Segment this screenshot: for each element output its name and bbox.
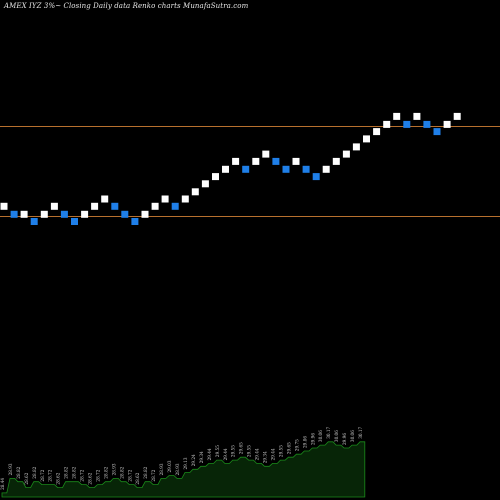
volume-label: 29.55 [231, 445, 236, 457]
volume-label: 29.55 [278, 445, 283, 457]
renko-brick-down [10, 210, 18, 218]
renko-brick-up [40, 210, 48, 218]
renko-brick-up [383, 120, 391, 128]
renko-brick-down [30, 218, 38, 225]
volume-label: 28.82 [119, 466, 124, 478]
renko-brick-down [403, 120, 411, 128]
renko-brick-up [413, 112, 421, 120]
renko-brick-down [71, 218, 78, 225]
volume-label: 28.62 [56, 472, 61, 484]
renko-brick-up [50, 202, 58, 210]
volume-label: 30.06 [318, 430, 323, 442]
volume-label: 28.72 [40, 469, 45, 481]
volume-label: 29.65 [286, 442, 291, 454]
renko-brick-up [212, 173, 219, 181]
renko-brick-up [393, 112, 401, 120]
renko-brick-up [373, 128, 381, 136]
renko-brick-down [272, 157, 280, 165]
volume-label: 29.65 [239, 442, 244, 454]
chart-title: AMEX IYZ 3%~ Closing Daily data Renko ch… [4, 2, 249, 10]
renko-brick-down [131, 218, 139, 225]
renko-brick-down [433, 128, 441, 136]
renko-brick-down [312, 173, 320, 181]
renko-brick-up [262, 150, 270, 158]
volume-label: 28.72 [80, 469, 85, 481]
renko-brick-up [141, 210, 149, 218]
volume-label: 29.55 [215, 445, 220, 457]
volume-label: 28.72 [96, 469, 101, 481]
volume-label: 28.72 [127, 469, 132, 481]
volume-label: 28.72 [151, 469, 156, 481]
volume-label: 29.44 [207, 448, 212, 460]
renko-brick-up [81, 210, 89, 218]
volume-label: 28.62 [135, 472, 140, 484]
volume-label: 30.17 [358, 426, 363, 438]
renko-brick-down [282, 165, 290, 173]
renko-brick-up [342, 150, 350, 158]
renko-brick-up [322, 165, 330, 173]
renko-brick-down [242, 165, 250, 173]
reference-lines [0, 126, 500, 217]
renko-brick-down [302, 165, 310, 173]
renko-brick-up [191, 188, 199, 196]
renko-brick-up [232, 157, 240, 165]
volume-label: 28.93 [111, 463, 116, 475]
renko-brick-up [352, 143, 360, 151]
renko-brick-up [91, 202, 99, 210]
volume-label: 29.13 [183, 457, 188, 469]
volume-label: 28.82 [72, 466, 77, 478]
volume-label: 29.96 [310, 433, 315, 445]
volume-label: 29.44 [271, 448, 276, 460]
volume-label: 28.44 [0, 478, 5, 490]
renko-brick-up [0, 202, 8, 210]
volume-fill [1, 441, 366, 498]
renko-brick-up [332, 157, 340, 165]
volume-label: 28.62 [24, 472, 29, 484]
volume-label: 29.44 [223, 448, 228, 460]
volume-label: 28.62 [88, 472, 93, 484]
renko-brick-up [443, 120, 451, 128]
volume-label: 28.82 [16, 466, 21, 478]
volume-label: 29.75 [294, 439, 299, 451]
renko-brick-up [101, 195, 109, 203]
volume-area [1, 441, 366, 498]
volume-label: 29.44 [255, 448, 260, 460]
renko-brick-up [363, 135, 370, 143]
volume-label: 29.34 [199, 451, 204, 463]
volume-label: 30.06 [350, 430, 355, 442]
volume-label: 29.96 [342, 433, 347, 445]
renko-brick-up [161, 195, 169, 203]
volume-label: 28.93 [159, 463, 164, 475]
volume-label: 29.86 [302, 436, 307, 448]
volume-label: 29.24 [191, 454, 196, 466]
renko-brick-up [201, 180, 209, 188]
renko-brick-up [151, 202, 159, 210]
volume-label: 28.82 [143, 466, 148, 478]
volume-label: 28.82 [32, 466, 37, 478]
renko-brick-down [60, 210, 68, 218]
volume-label: 28.82 [64, 466, 69, 478]
volume-label: 29.55 [247, 445, 252, 457]
volume-label: 28.82 [103, 466, 108, 478]
renko-bricks [0, 112, 461, 225]
renko-brick-down [171, 202, 179, 210]
renko-brick-down [423, 120, 431, 128]
renko-brick-up [292, 157, 300, 165]
volume-label: 28.72 [48, 469, 53, 481]
volume-label: 30.06 [334, 430, 339, 442]
volume-label: 29.34 [263, 451, 268, 463]
volume-label: 28.93 [175, 463, 180, 475]
volume-label: 30.17 [326, 426, 331, 438]
renko-brick-up [252, 157, 260, 165]
renko-brick-down [121, 210, 129, 218]
renko-brick-up [453, 112, 461, 120]
renko-brick-down [111, 202, 119, 210]
renko-brick-up [20, 210, 28, 218]
renko-brick-up [181, 195, 189, 203]
volume-label: 29.03 [167, 460, 172, 472]
renko-brick-up [222, 165, 229, 173]
volume-label: 28.93 [8, 463, 13, 475]
